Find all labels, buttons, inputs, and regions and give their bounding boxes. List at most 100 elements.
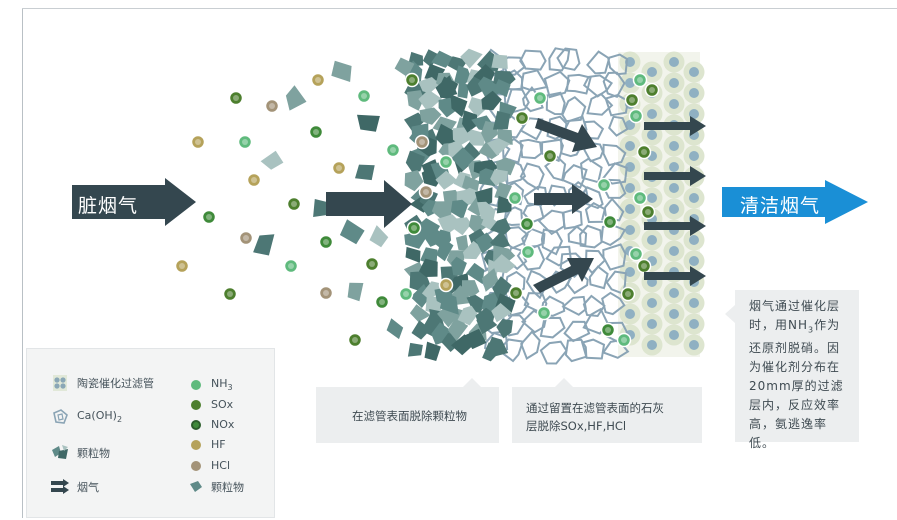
- nox-molecule: [602, 214, 618, 230]
- ceramic-grain-core: [689, 151, 699, 161]
- nox-molecule: [308, 124, 324, 140]
- legend-nh3-pre: NH: [211, 377, 228, 390]
- lime-crystal: [601, 291, 626, 316]
- legend-hf-label: HF: [211, 438, 226, 451]
- particle: [435, 170, 458, 190]
- particle: [481, 90, 502, 111]
- nox-molecule: [374, 294, 390, 310]
- lime-crystal-icon: [53, 409, 68, 424]
- particle: [493, 110, 511, 130]
- particle: [404, 231, 426, 249]
- particle: [409, 304, 431, 322]
- ceramic-grain-core: [647, 109, 657, 119]
- legend-caoh2: Ca(OH)2: [49, 409, 122, 425]
- frame-left-border: [22, 8, 23, 518]
- ceramic-grain-core: [689, 235, 699, 245]
- sox-molecule: [347, 332, 363, 348]
- nox-molecule: [600, 322, 616, 338]
- ceramic-grain-core: [647, 298, 657, 308]
- particle-shard: [313, 199, 330, 217]
- ceramic-filter-icon: [53, 375, 67, 391]
- lime-crystal: [525, 269, 550, 300]
- particle-shard: [253, 234, 275, 256]
- ceramic-grain-core: [625, 141, 635, 151]
- flow-arrow-big: [326, 180, 412, 228]
- ceramic-grain-core: [647, 67, 657, 77]
- legend-hcl-label: HCl: [211, 459, 231, 472]
- ceramic-grain-core: [625, 162, 635, 172]
- lime-crystal: [546, 115, 568, 140]
- ceramic-grain-core: [669, 78, 679, 88]
- particle-shard: [355, 164, 375, 181]
- particle: [487, 138, 510, 156]
- particle: [422, 49, 439, 68]
- particle: [431, 50, 454, 68]
- sox-molecule: [508, 285, 524, 301]
- ceramic-flow-arrow: [644, 166, 706, 186]
- lime-crystal: [580, 157, 603, 184]
- nox-molecule-highlight: [411, 225, 417, 231]
- particle-shard: [339, 219, 365, 245]
- sox-molecule-highlight: [409, 77, 415, 83]
- ceramic-grain-core: [689, 67, 699, 77]
- side-note-line2-post: 作为: [814, 318, 841, 332]
- particle: [447, 318, 469, 342]
- hf-molecule: [310, 72, 326, 88]
- particle: [486, 336, 509, 357]
- particle: [419, 258, 438, 277]
- particle: [492, 276, 512, 301]
- ceramic-grain-core: [669, 99, 679, 109]
- dirty-gas-arrow: [72, 178, 196, 226]
- hf-molecule: [190, 134, 206, 150]
- lime-crystal: [586, 50, 611, 75]
- particle: [476, 314, 498, 335]
- legend-caoh2-pre: Ca(OH): [77, 409, 117, 423]
- nh3-molecule: [520, 244, 536, 260]
- legend-nh3: NH3: [191, 377, 233, 392]
- sox-molecule: [222, 286, 238, 302]
- sox-molecule-highlight: [352, 337, 358, 343]
- side-note-line5: 20mm厚的过滤: [749, 379, 844, 394]
- hf-molecule: [438, 277, 454, 293]
- particle-shard: [331, 60, 352, 82]
- sox-molecule: [636, 144, 652, 160]
- sox-molecule-highlight: [629, 97, 635, 103]
- callout-particle-removal: 在滤管表面脱除颗粒物: [316, 387, 499, 443]
- callout-particle-removal-text: 在滤管表面脱除颗粒物: [352, 409, 467, 423]
- lime-crystal: [519, 117, 544, 141]
- ceramic-grain-core: [669, 246, 679, 256]
- hcl-molecule-highlight: [423, 189, 429, 195]
- nh3-molecule: [283, 258, 299, 274]
- lime-crystal: [582, 186, 604, 210]
- nox-molecule: [201, 209, 217, 225]
- legend: 陶瓷催化过滤管 Ca(OH)2 颗粒物 烟气 NH3 SOx NOx HF HC…: [26, 348, 275, 518]
- sox-molecule-highlight: [519, 115, 525, 121]
- dirty-gas-label: 脏烟气: [78, 195, 139, 217]
- legend-nh3-label: NH3: [211, 377, 233, 392]
- lime-crystal: [519, 49, 547, 71]
- ceramic-grain-core: [647, 340, 657, 350]
- nh3-molecule-highlight: [537, 95, 543, 101]
- particle: [407, 342, 423, 357]
- sox-molecule: [644, 82, 660, 98]
- sox-molecule-highlight: [291, 201, 297, 207]
- particle: [460, 48, 483, 69]
- ceramic-grain-core: [689, 340, 699, 350]
- sox-molecule-highlight: [625, 291, 631, 297]
- nh3-molecule-highlight: [633, 251, 639, 257]
- particle: [419, 107, 442, 125]
- legend-nox-label: NOx: [211, 418, 235, 431]
- sox-molecule-highlight: [233, 95, 239, 101]
- hf-molecule-highlight: [443, 282, 449, 288]
- particle: [450, 199, 469, 220]
- particle: [466, 262, 485, 285]
- particle: [496, 195, 512, 214]
- nh3-molecule-highlight: [512, 195, 518, 201]
- side-note-line2-sub: 3: [808, 325, 815, 335]
- particle: [462, 110, 478, 133]
- nox-molecule-highlight: [379, 299, 385, 305]
- sox-molecule: [542, 148, 558, 164]
- particle: [441, 332, 457, 352]
- lime-crystal: [601, 339, 630, 359]
